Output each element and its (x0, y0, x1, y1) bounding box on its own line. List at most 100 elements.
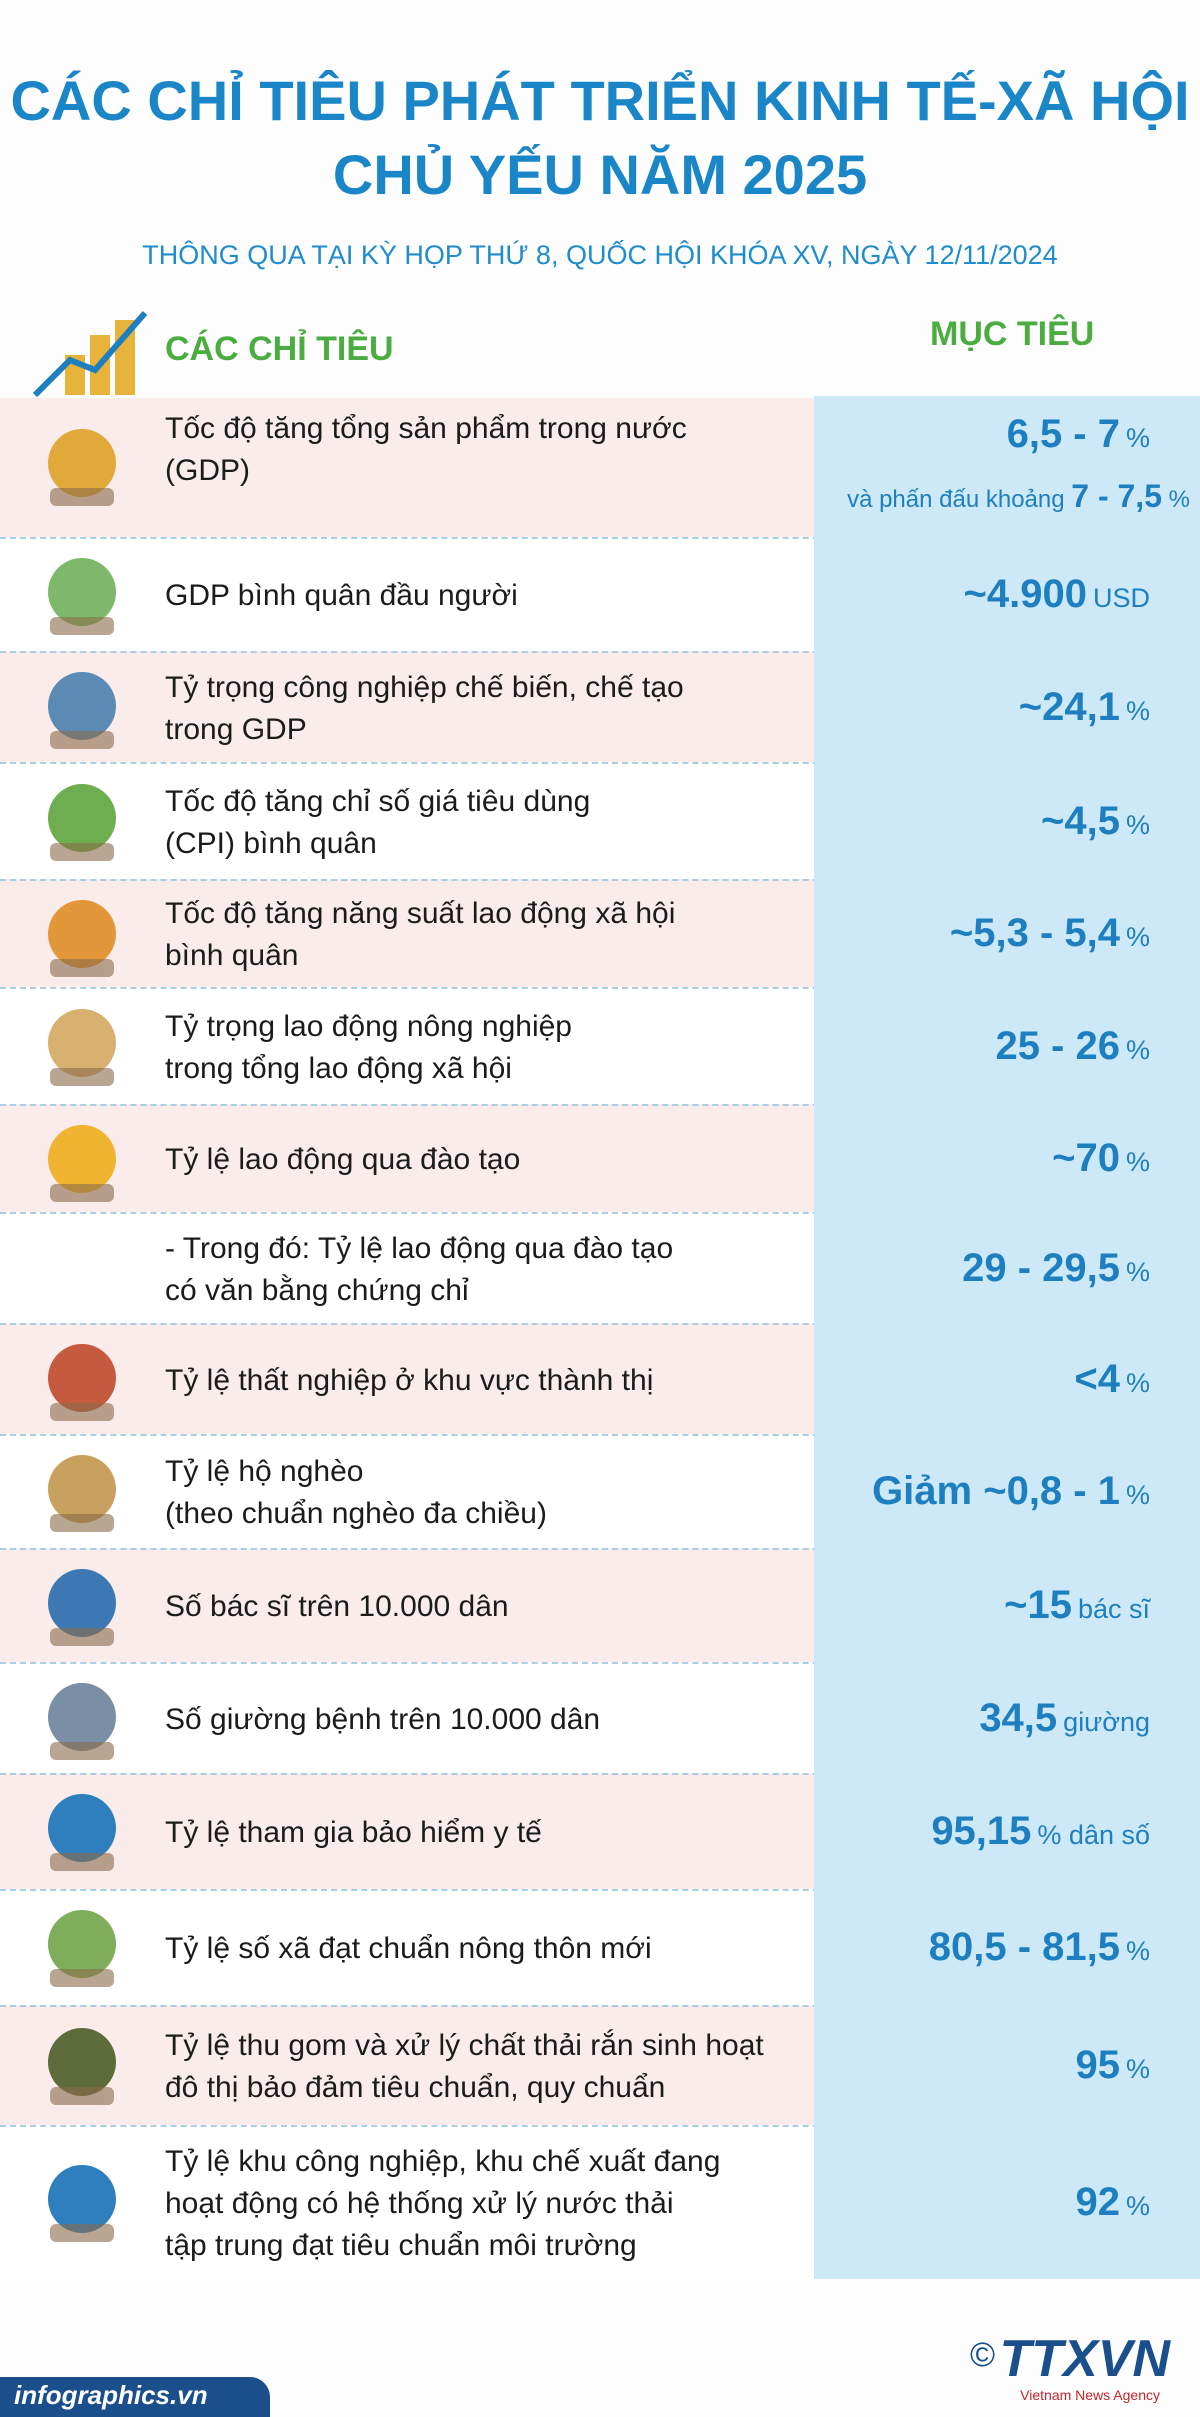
copyright: © (969, 2336, 995, 2374)
value: ~24,1 (1018, 684, 1120, 729)
unit: % (1125, 922, 1150, 952)
target-value: 25 - 26% (995, 1024, 1150, 1069)
row-icon (48, 2165, 116, 2242)
row-label: Tốc độ tăng năng suất lao động xã hội bìn… (165, 893, 805, 977)
unit: bác sĩ (1077, 1594, 1150, 1624)
unit: % (1125, 2191, 1150, 2221)
subtitle: THÔNG QUA TẠI KỲ HỌP THỨ 8, QUỐC HỘI KHÓ… (142, 240, 1058, 270)
row-icon (48, 558, 116, 635)
target-value: Giảm ~0,8 - 1% (872, 1469, 1150, 1514)
row-label: Tỷ lệ thu gom và xử lý chất thải rắn sin… (165, 2025, 805, 2109)
row-icon (48, 672, 116, 749)
row-label: Tốc độ tăng tổng sản phẩm trong nước (GDP… (165, 408, 805, 492)
label-line: (theo chuẩn nghèo đa chiều) (165, 1497, 547, 1530)
row-label: Tỷ lệ lao động qua đào tạo (165, 1139, 805, 1181)
label-line: có văn bằng chứng chỉ (165, 1273, 469, 1307)
row-label: - Trong đó: Tỷ lệ lao động qua đào tạo có… (165, 1228, 805, 1312)
label-line: Tỷ lệ hộ nghèo (165, 1455, 364, 1488)
row-icon (48, 428, 116, 506)
target-value: <4% (1074, 1357, 1150, 1402)
row: Tỷ lệ khu công nghiệp, khu chế xuất đang… (0, 2125, 1200, 2279)
header-icon (32, 311, 148, 398)
label-line: Tỷ lệ khu công nghiệp, khu chế xuất đang (165, 2145, 721, 2178)
row-icon (48, 1008, 116, 1086)
value: ~4.900 (963, 572, 1087, 616)
agency: Vietnam News Agency (1020, 2387, 1160, 2403)
row-label: Tốc độ tăng chỉ số giá tiêu dùng (CPI) bì… (165, 781, 805, 865)
row: Tỷ lệ hộ nghèo (theo chuẩn nghèo đa chiều… (0, 1434, 1200, 1548)
row-icon (48, 1569, 116, 1646)
target-column (814, 879, 1200, 987)
row-label: Tỷ lệ số xã đạt chuẩn nông thôn mới (165, 1928, 805, 1970)
row: - Trong đó: Tỷ lệ lao động qua đào tạo có… (0, 1212, 1200, 1323)
row-label: GDP bình quân đầu người (165, 575, 805, 617)
target-note: và phấn đấu khoảng 7 - 7,5 % (847, 478, 1190, 515)
unit: % (1125, 1147, 1150, 1177)
column-header: MỤC TIÊU (930, 315, 1095, 353)
label-line: Tỷ lệ số xã đạt chuẩn nông thôn mới (165, 1932, 652, 1965)
title-line: CÁC CHỈ TIÊU PHÁT TRIỂN KINH TẾ-XÃ HỘI (10, 69, 1190, 132)
unit: % (1125, 423, 1150, 453)
row-label: Tỷ lệ thất nghiệp ở khu vực thành thị (165, 1360, 805, 1402)
row: Tỷ lệ lao động qua đào tạo ~70% (0, 1104, 1200, 1212)
target-column (814, 1434, 1200, 1548)
value: 34,5 (979, 1695, 1058, 1740)
row: Số giường bệnh trên 10.000 dân 34,5 giường (0, 1662, 1200, 1773)
row-label: Tỷ trọng lao động nông nghiệp trong tổng … (165, 1006, 805, 1090)
label-line: Số bác sĩ trên 10.000 dân (165, 1590, 509, 1623)
value: 29 - 29,5 (962, 1245, 1120, 1290)
row-icon (48, 1794, 116, 1871)
column-header: CÁC CHỈ TIÊU (165, 330, 394, 368)
title-line: CHỦ YẾU NĂM 2025 (332, 143, 868, 206)
value: <4 (1074, 1356, 1120, 1401)
label-line: đô thị bảo đảm tiêu chuẩn, quy chuẩn (165, 2071, 666, 2104)
row: Tỷ lệ thu gom và xử lý chất thải rắn sin… (0, 2005, 1200, 2125)
value: Giảm ~0,8 - 1 (872, 1469, 1120, 1513)
target-column (814, 1889, 1200, 2005)
unit: % (1125, 809, 1150, 840)
table: Tốc độ tăng tổng sản phẩm trong nước (GDP… (0, 396, 1200, 2279)
row-label: Tỷ lệ khu công nghiệp, khu chế xuất đang… (165, 2141, 805, 2267)
row: Tốc độ tăng tổng sản phẩm trong nước (GDP… (0, 396, 1200, 537)
row-label: Tỷ trọng công nghiệp chế biến, chế tạo tr… (165, 667, 805, 751)
label-line: Tỷ lệ tham gia bảo hiểm y tế (165, 1816, 542, 1849)
unit: % (1125, 1480, 1150, 1510)
label-line: trong tổng lao động xã hội (165, 1051, 512, 1085)
unit: giường (1063, 1706, 1150, 1737)
row-icon (48, 783, 116, 861)
row: Tỷ lệ số xã đạt chuẩn nông thôn mới 80,5 … (0, 1889, 1200, 2005)
target-column (814, 1323, 1200, 1434)
target-value: ~15 bác sĩ (1004, 1583, 1150, 1628)
value: 95,15 (931, 1809, 1032, 1853)
row: Tốc độ tăng năng suất lao động xã hội bìn… (0, 879, 1200, 987)
label-line: hoạt động có hệ thống xử lý nước thải (165, 2187, 674, 2220)
label-line: Tốc độ tăng tổng sản phẩm trong nước (165, 412, 687, 445)
row-icon (48, 1344, 116, 1421)
row: Số bác sĩ trên 10.000 dân ~15 bác sĩ (0, 1548, 1200, 1662)
target-column (814, 396, 1200, 537)
label-line: Tốc độ tăng năng suất lao động xã hội (165, 897, 676, 930)
note-text: và phấn đấu khoảng (847, 486, 1065, 513)
row-icon (48, 900, 116, 977)
row-icon (48, 2028, 116, 2105)
target-column (814, 651, 1200, 762)
footer-bar: infographics.vn (0, 2377, 270, 2417)
label-line: (GDP) (165, 454, 250, 487)
target-column (814, 762, 1200, 879)
logo: TTXVN (999, 2330, 1170, 2388)
note-unit: % (1168, 486, 1190, 513)
target-column (814, 1662, 1200, 1773)
target-column (814, 1548, 1200, 1662)
unit: % (1125, 1367, 1150, 1398)
label-line: trong GDP (165, 712, 307, 746)
unit: % (1125, 1256, 1150, 1287)
footer-source: infographics.vn (14, 2380, 208, 2410)
label-line: - Trong đó: Tỷ lệ lao động qua đào tạo (165, 1231, 674, 1265)
row: Tỷ trọng lao động nông nghiệp trong tổng … (0, 987, 1200, 1104)
label-line: (CPI) bình quân (165, 826, 377, 860)
label-line: Tỷ trọng lao động nông nghiệp (165, 1009, 572, 1043)
target-column (814, 987, 1200, 1104)
row-label: Tỷ lệ hộ nghèo (theo chuẩn nghèo đa chiều… (165, 1451, 805, 1535)
note-value: 7 - 7,5 (1071, 478, 1162, 514)
